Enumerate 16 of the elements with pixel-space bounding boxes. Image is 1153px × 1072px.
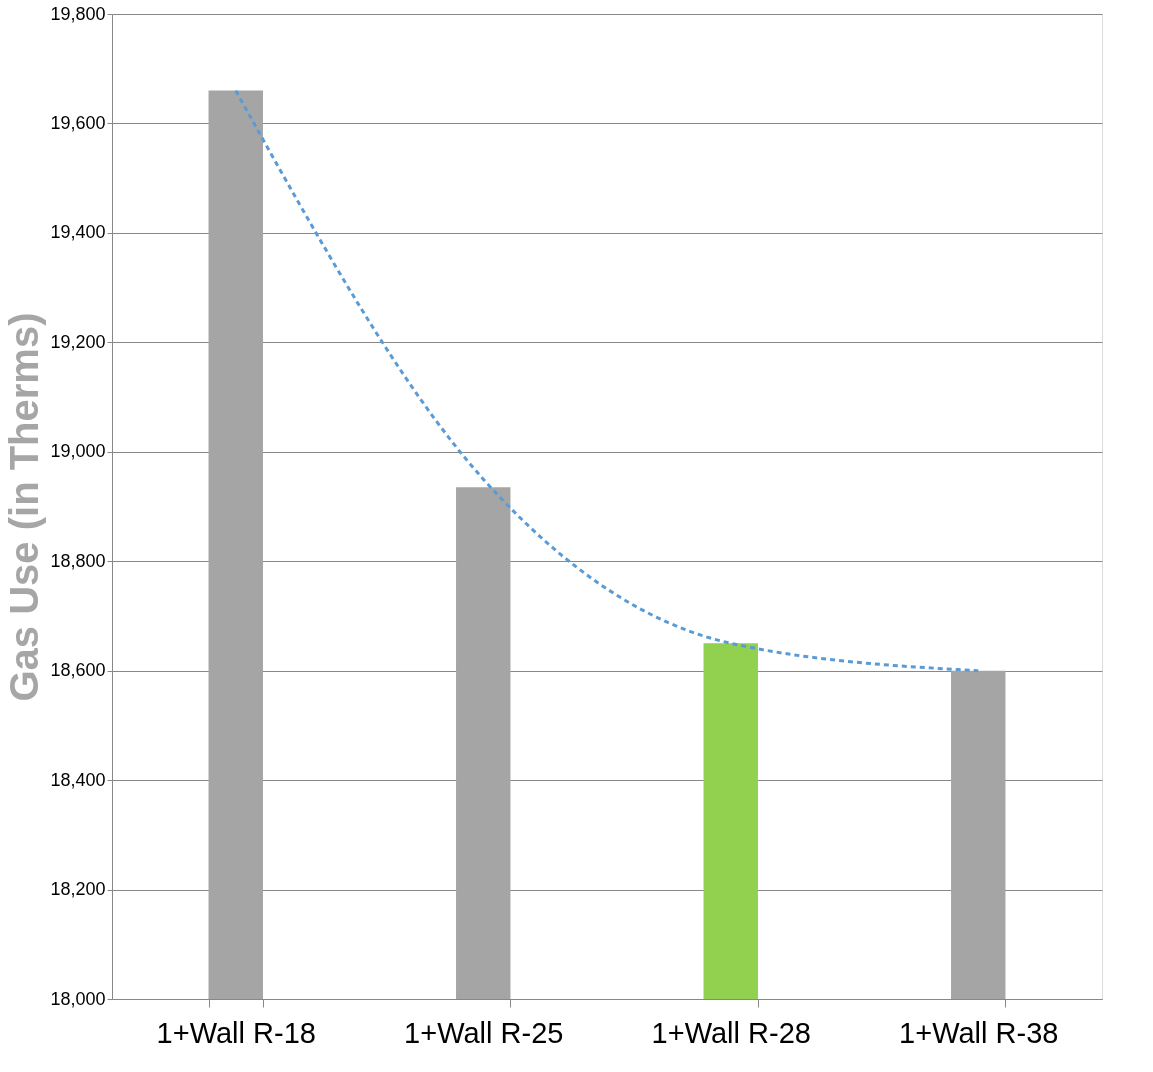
y-tick-label: 19,800	[50, 3, 106, 24]
x-tick-label: 1+Wall R-38	[899, 1016, 1059, 1049]
y-tick-label: 19,600	[50, 112, 106, 133]
y-tick-label: 18,800	[50, 550, 106, 571]
y-tick-label: 18,000	[50, 988, 106, 1009]
x-tick-label: 1+Wall R-25	[404, 1016, 564, 1049]
y-tick-label: 19,000	[50, 441, 106, 462]
y-tick-label: 18,200	[50, 879, 106, 900]
y-axis-title: Gas Use (in Therms)	[2, 312, 47, 702]
y-tick-label: 19,400	[50, 222, 106, 243]
line-series	[234, 89, 980, 673]
y-tick-label: 18,400	[50, 769, 106, 790]
x-tick-label: 1+Wall R-18	[156, 1016, 316, 1049]
x-tick-label: 1+Wall R-28	[651, 1016, 811, 1049]
y-tick-label: 18,600	[50, 660, 106, 681]
y-tick-label: 19,200	[50, 331, 106, 352]
